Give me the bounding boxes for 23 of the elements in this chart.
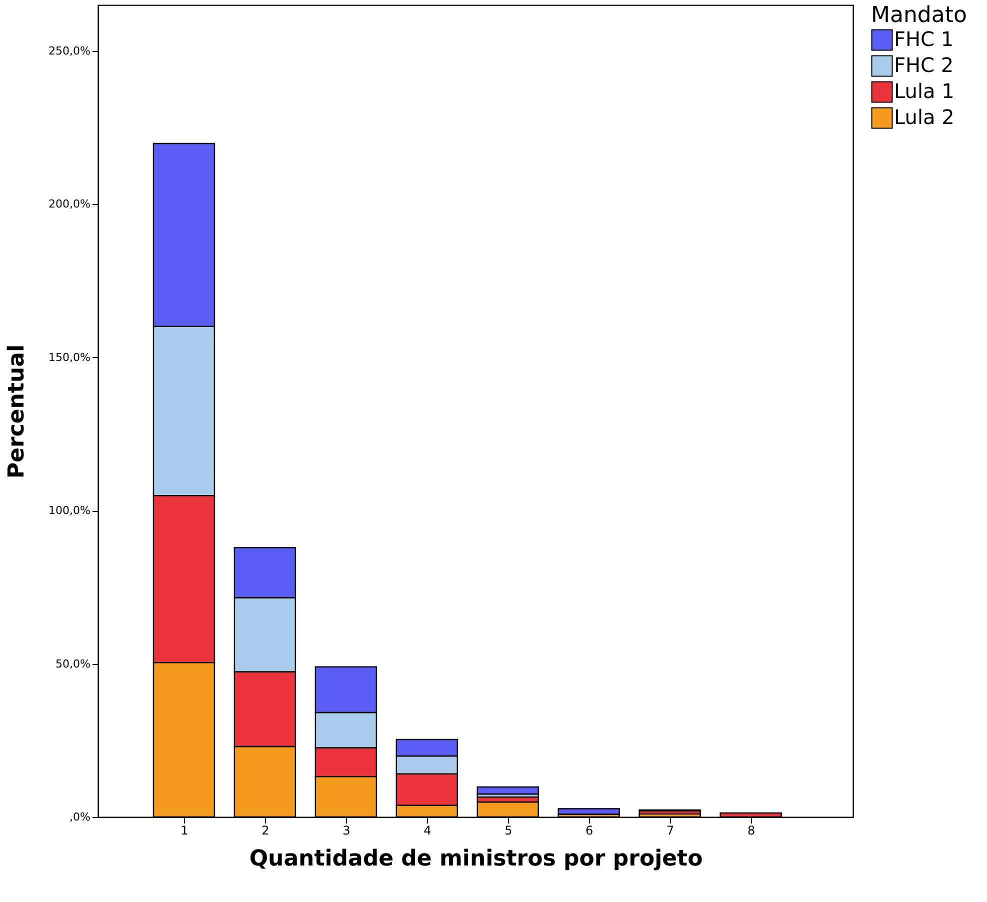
y-tick-label: 250,0% [48, 44, 90, 58]
x-tick-label: 4 [424, 824, 432, 838]
x-tick-label: 3 [342, 824, 350, 838]
y-tick-label: ,0% [70, 810, 90, 824]
y-tick-label: 100,0% [48, 504, 90, 518]
x-tick-label: 1 [180, 824, 188, 838]
y-axis-title: Percentual [4, 344, 30, 479]
bar [476, 786, 539, 795]
y-tick-label: 150,0% [48, 350, 90, 364]
x-tick-label: 2 [262, 824, 270, 838]
bar [558, 808, 620, 815]
legend-label: Lula 1 [894, 79, 954, 103]
y-tick-label: 50,0% [56, 657, 90, 670]
x-tick-label: 7 [666, 824, 674, 838]
x-tick-label: 5 [504, 824, 512, 838]
x-axis-title: Quantidade de ministros por projeto [249, 846, 703, 872]
x-tick-label: 6 [586, 824, 594, 838]
x-tick-label: 8 [748, 824, 756, 838]
legend-label: Lula 2 [894, 105, 954, 129]
legend-label: FHC 2 [894, 53, 954, 77]
legend-title: Mandato [871, 3, 967, 28]
y-tick-label: 200,0% [48, 198, 90, 211]
legend-label: FHC 1 [894, 27, 954, 51]
